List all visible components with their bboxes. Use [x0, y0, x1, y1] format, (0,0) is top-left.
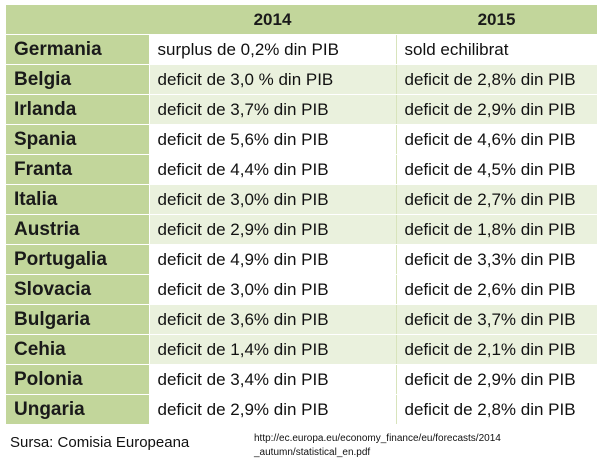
country-cell: Belgia — [6, 64, 150, 95]
value-2014-cell: deficit de 3,0% din PIB — [149, 274, 396, 305]
value-2014-cell: deficit de 3,7% din PIB — [149, 94, 396, 125]
source-label: Sursa: Comisia Europeana — [10, 434, 190, 451]
table-row: Polonia deficit de 3,4% din PIB deficit de… — [6, 364, 597, 395]
table-body: Germania surplus de 0,2% din PIB sold echi… — [6, 34, 597, 425]
value-2014-cell: deficit de 1,4% din PIB — [149, 334, 396, 365]
country-cell: Italia — [6, 184, 150, 215]
header-row: 2014 2015 — [6, 4, 597, 35]
table-row: Spania deficit de 5,6% din PIB deficit de … — [6, 124, 597, 155]
table-row: Slovacia deficit de 3,0% din PIB deficit d… — [6, 274, 597, 305]
deficit-table: 2014 2015 Germania surplus de 0,2% din PI… — [6, 4, 597, 425]
value-2015-cell: deficit de 3,7% din PIB — [395, 304, 597, 335]
table-row: Cehia deficit de 1,4% din PIB deficit de 2… — [6, 334, 597, 365]
value-2015-cell: deficit de 2,8% din PIB — [395, 64, 597, 95]
table-row: Austria deficit de 2,9% din PIB deficit de… — [6, 214, 597, 245]
value-2014-cell: deficit de 3,6% din PIB — [149, 304, 396, 335]
country-cell: Franta — [6, 154, 150, 185]
value-2014-cell: deficit de 3,4% din PIB — [149, 364, 396, 395]
value-2014-cell: deficit de 2,9% din PIB — [149, 214, 396, 245]
country-cell: Cehia — [6, 334, 150, 365]
table-row: Belgia deficit de 3,0 % din PIB deficit de… — [6, 64, 597, 95]
header-corner-cell — [6, 4, 149, 35]
table-row: Italia deficit de 3,0% din PIB deficit de … — [6, 184, 597, 215]
value-2015-cell: deficit de 2,9% din PIB — [395, 364, 597, 395]
country-cell: Ungaria — [6, 394, 150, 425]
value-2014-cell: deficit de 2,9% din PIB — [149, 394, 396, 425]
country-cell: Austria — [6, 214, 150, 245]
table-row: Portugalia deficit de 4,9% din PIB deficit… — [6, 244, 597, 275]
value-2015-cell: deficit de 3,3% din PIB — [395, 244, 597, 275]
value-2015-cell: deficit de 2,9% din PIB — [395, 94, 597, 125]
source-url: http://ec.europa.eu/economy_finance/eu/f… — [254, 433, 501, 458]
table-row: Ungaria deficit de 2,9% din PIB deficit de… — [6, 394, 597, 425]
header-2015: 2015 — [396, 4, 597, 35]
value-2014-cell: deficit de 4,4% din PIB — [149, 154, 396, 185]
header-2014: 2014 — [149, 4, 396, 35]
value-2015-cell: deficit de 4,6% din PIB — [395, 124, 597, 155]
value-2014-cell: deficit de 5,6% din PIB — [149, 124, 396, 155]
country-cell: Portugalia — [6, 244, 150, 275]
value-2014-cell: deficit de 3,0 % din PIB — [149, 64, 396, 95]
country-cell: Spania — [6, 124, 150, 155]
value-2015-cell: deficit de 2,8% din PIB — [395, 394, 597, 425]
value-2015-cell: deficit de 1,8% din PIB — [395, 214, 597, 245]
value-2015-cell: deficit de 2,1% din PIB — [395, 334, 597, 365]
country-cell: Irlanda — [6, 94, 150, 125]
value-2014-cell: surplus de 0,2% din PIB — [149, 34, 396, 65]
table-row: Bulgaria deficit de 3,6% din PIB deficit d… — [6, 304, 597, 335]
value-2015-cell: deficit de 2,6% din PIB — [395, 274, 597, 305]
table-row: Irlanda deficit de 3,7% din PIB deficit de… — [6, 94, 597, 125]
value-2015-cell: sold echilibrat — [395, 34, 597, 65]
value-2015-cell: deficit de 4,5% din PIB — [395, 154, 597, 185]
table-row: Franta deficit de 4,4% din PIB deficit de … — [6, 154, 597, 185]
country-cell: Germania — [6, 34, 150, 65]
country-cell: Bulgaria — [6, 304, 150, 335]
value-2015-cell: deficit de 2,7% din PIB — [395, 184, 597, 215]
country-cell: Polonia — [6, 364, 150, 395]
table-row: Germania surplus de 0,2% din PIB sold echi… — [6, 34, 597, 65]
value-2014-cell: deficit de 4,9% din PIB — [149, 244, 396, 275]
value-2014-cell: deficit de 3,0% din PIB — [149, 184, 396, 215]
country-cell: Slovacia — [6, 274, 150, 305]
